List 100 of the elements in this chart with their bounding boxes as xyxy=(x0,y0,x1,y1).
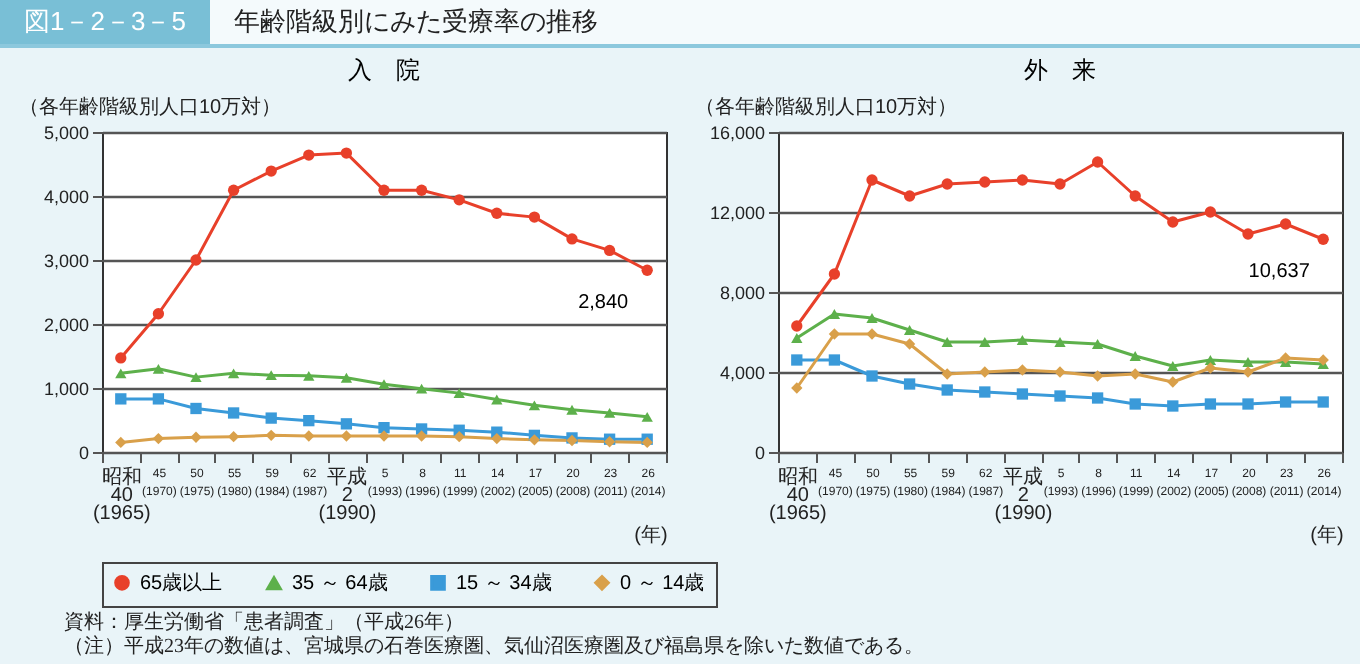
point xyxy=(152,432,165,445)
point xyxy=(453,194,465,206)
point xyxy=(115,436,127,449)
point xyxy=(340,147,353,159)
point xyxy=(1091,392,1104,404)
point xyxy=(265,370,277,381)
point xyxy=(491,207,503,219)
point xyxy=(415,383,428,394)
point xyxy=(190,431,202,443)
point xyxy=(566,404,578,415)
point xyxy=(378,422,390,434)
point xyxy=(491,432,503,445)
point xyxy=(528,400,541,411)
point xyxy=(603,244,616,257)
point xyxy=(190,372,202,383)
point xyxy=(115,368,127,379)
point xyxy=(1091,156,1104,168)
y-tick-label: 5,000 xyxy=(43,123,89,143)
point xyxy=(1054,337,1066,347)
x-axis-title: (年) xyxy=(634,523,668,547)
point xyxy=(1242,228,1254,240)
point xyxy=(190,402,202,415)
point xyxy=(303,370,315,381)
point xyxy=(1167,376,1179,388)
point xyxy=(115,352,127,364)
point xyxy=(415,184,428,196)
point xyxy=(791,354,803,366)
point xyxy=(979,337,991,347)
point xyxy=(1279,396,1292,408)
point xyxy=(979,386,991,398)
text: 資料：厚生労働省「患者調査」（平成26年） xyxy=(64,612,466,635)
point xyxy=(903,190,916,202)
x-axis-title: (年) xyxy=(1310,523,1344,547)
point xyxy=(1016,335,1029,345)
point xyxy=(453,388,465,399)
point xyxy=(866,313,878,323)
point xyxy=(265,412,277,424)
point xyxy=(1129,351,1141,361)
point xyxy=(866,174,878,186)
y-tick-label: 3,000 xyxy=(43,251,89,271)
chart-title: 外 来 xyxy=(1024,56,1096,84)
point xyxy=(152,363,165,374)
y-tick-label: 12,000 xyxy=(709,203,765,223)
point xyxy=(378,184,390,196)
point xyxy=(303,149,315,161)
point xyxy=(227,407,240,419)
point xyxy=(903,378,916,390)
y-tick-label: 4,000 xyxy=(43,187,89,207)
point xyxy=(828,309,841,319)
point xyxy=(641,411,653,422)
point xyxy=(791,382,803,394)
point xyxy=(941,368,953,380)
y-tick-label: 2,000 xyxy=(43,315,89,335)
point xyxy=(828,354,841,366)
point xyxy=(528,211,541,223)
point xyxy=(1167,361,1179,371)
y-axis-title: （各年齢階級別人口10万対） xyxy=(695,95,958,119)
point xyxy=(378,379,390,390)
point xyxy=(1204,398,1217,410)
point xyxy=(866,370,878,382)
point xyxy=(1129,398,1141,410)
point xyxy=(903,338,916,350)
point xyxy=(1054,366,1066,378)
point xyxy=(340,418,353,430)
point xyxy=(791,320,803,332)
point xyxy=(566,233,578,245)
y-tick-label: 1,000 xyxy=(43,379,89,399)
legend-label: 0 ～ 14歳 xyxy=(620,570,705,595)
point xyxy=(303,430,315,442)
point xyxy=(227,184,240,196)
point xyxy=(941,337,953,347)
point xyxy=(1016,388,1029,400)
point xyxy=(1129,190,1141,202)
point xyxy=(603,408,616,418)
point xyxy=(941,178,953,190)
y-tick-label: 0 xyxy=(78,443,89,463)
point xyxy=(828,268,841,280)
point xyxy=(1242,366,1254,378)
legend-label: 35 ～ 64歳 xyxy=(292,571,388,596)
point xyxy=(1167,216,1179,228)
y-tick-label: 4,000 xyxy=(719,363,765,383)
y-tick-label: 16,000 xyxy=(709,123,765,143)
text: （注）平成23年の数値は、宮城県の石巻医療圏、気仙沼医療圏及び福島県を除いた数値である。 xyxy=(64,636,926,660)
chart-title: 入 院 xyxy=(348,56,420,84)
point xyxy=(1016,174,1029,186)
point xyxy=(1317,354,1329,366)
point xyxy=(227,368,240,379)
point xyxy=(1242,398,1254,410)
point xyxy=(340,372,353,383)
point xyxy=(791,333,803,343)
point xyxy=(903,325,916,335)
point xyxy=(1242,357,1254,367)
point xyxy=(1317,233,1329,245)
y-tick-label: 0 xyxy=(754,443,765,463)
point xyxy=(491,394,503,405)
point xyxy=(1091,339,1104,349)
annotation: 2,840 xyxy=(578,292,630,315)
point xyxy=(152,393,165,405)
point xyxy=(866,328,878,340)
point xyxy=(378,430,390,442)
